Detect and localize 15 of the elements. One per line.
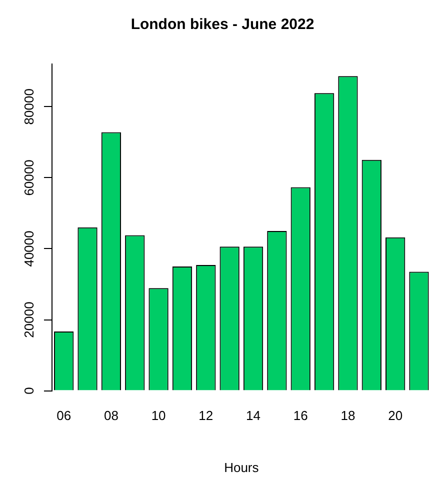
- x-tick-label: 12: [198, 408, 214, 424]
- x-tick-label: 14: [246, 408, 260, 424]
- x-tick-label: 16: [293, 408, 308, 424]
- y-tick-label: 80000: [22, 88, 37, 125]
- chart-title: London bikes - June 2022: [130, 16, 314, 34]
- x-axis-title: Hours: [224, 460, 260, 475]
- y-tick-label: 60000: [22, 160, 37, 196]
- y-tick-label: 40000: [22, 230, 37, 267]
- y-tick-label: 20000: [22, 302, 37, 338]
- x-tick-label: 20: [388, 408, 403, 424]
- y-tick-label: 0: [22, 387, 37, 394]
- x-tick-label: 08: [104, 408, 118, 424]
- x-tick-label: 10: [151, 408, 166, 424]
- x-tick-label: 06: [56, 408, 72, 424]
- x-tick-label: 18: [340, 408, 356, 424]
